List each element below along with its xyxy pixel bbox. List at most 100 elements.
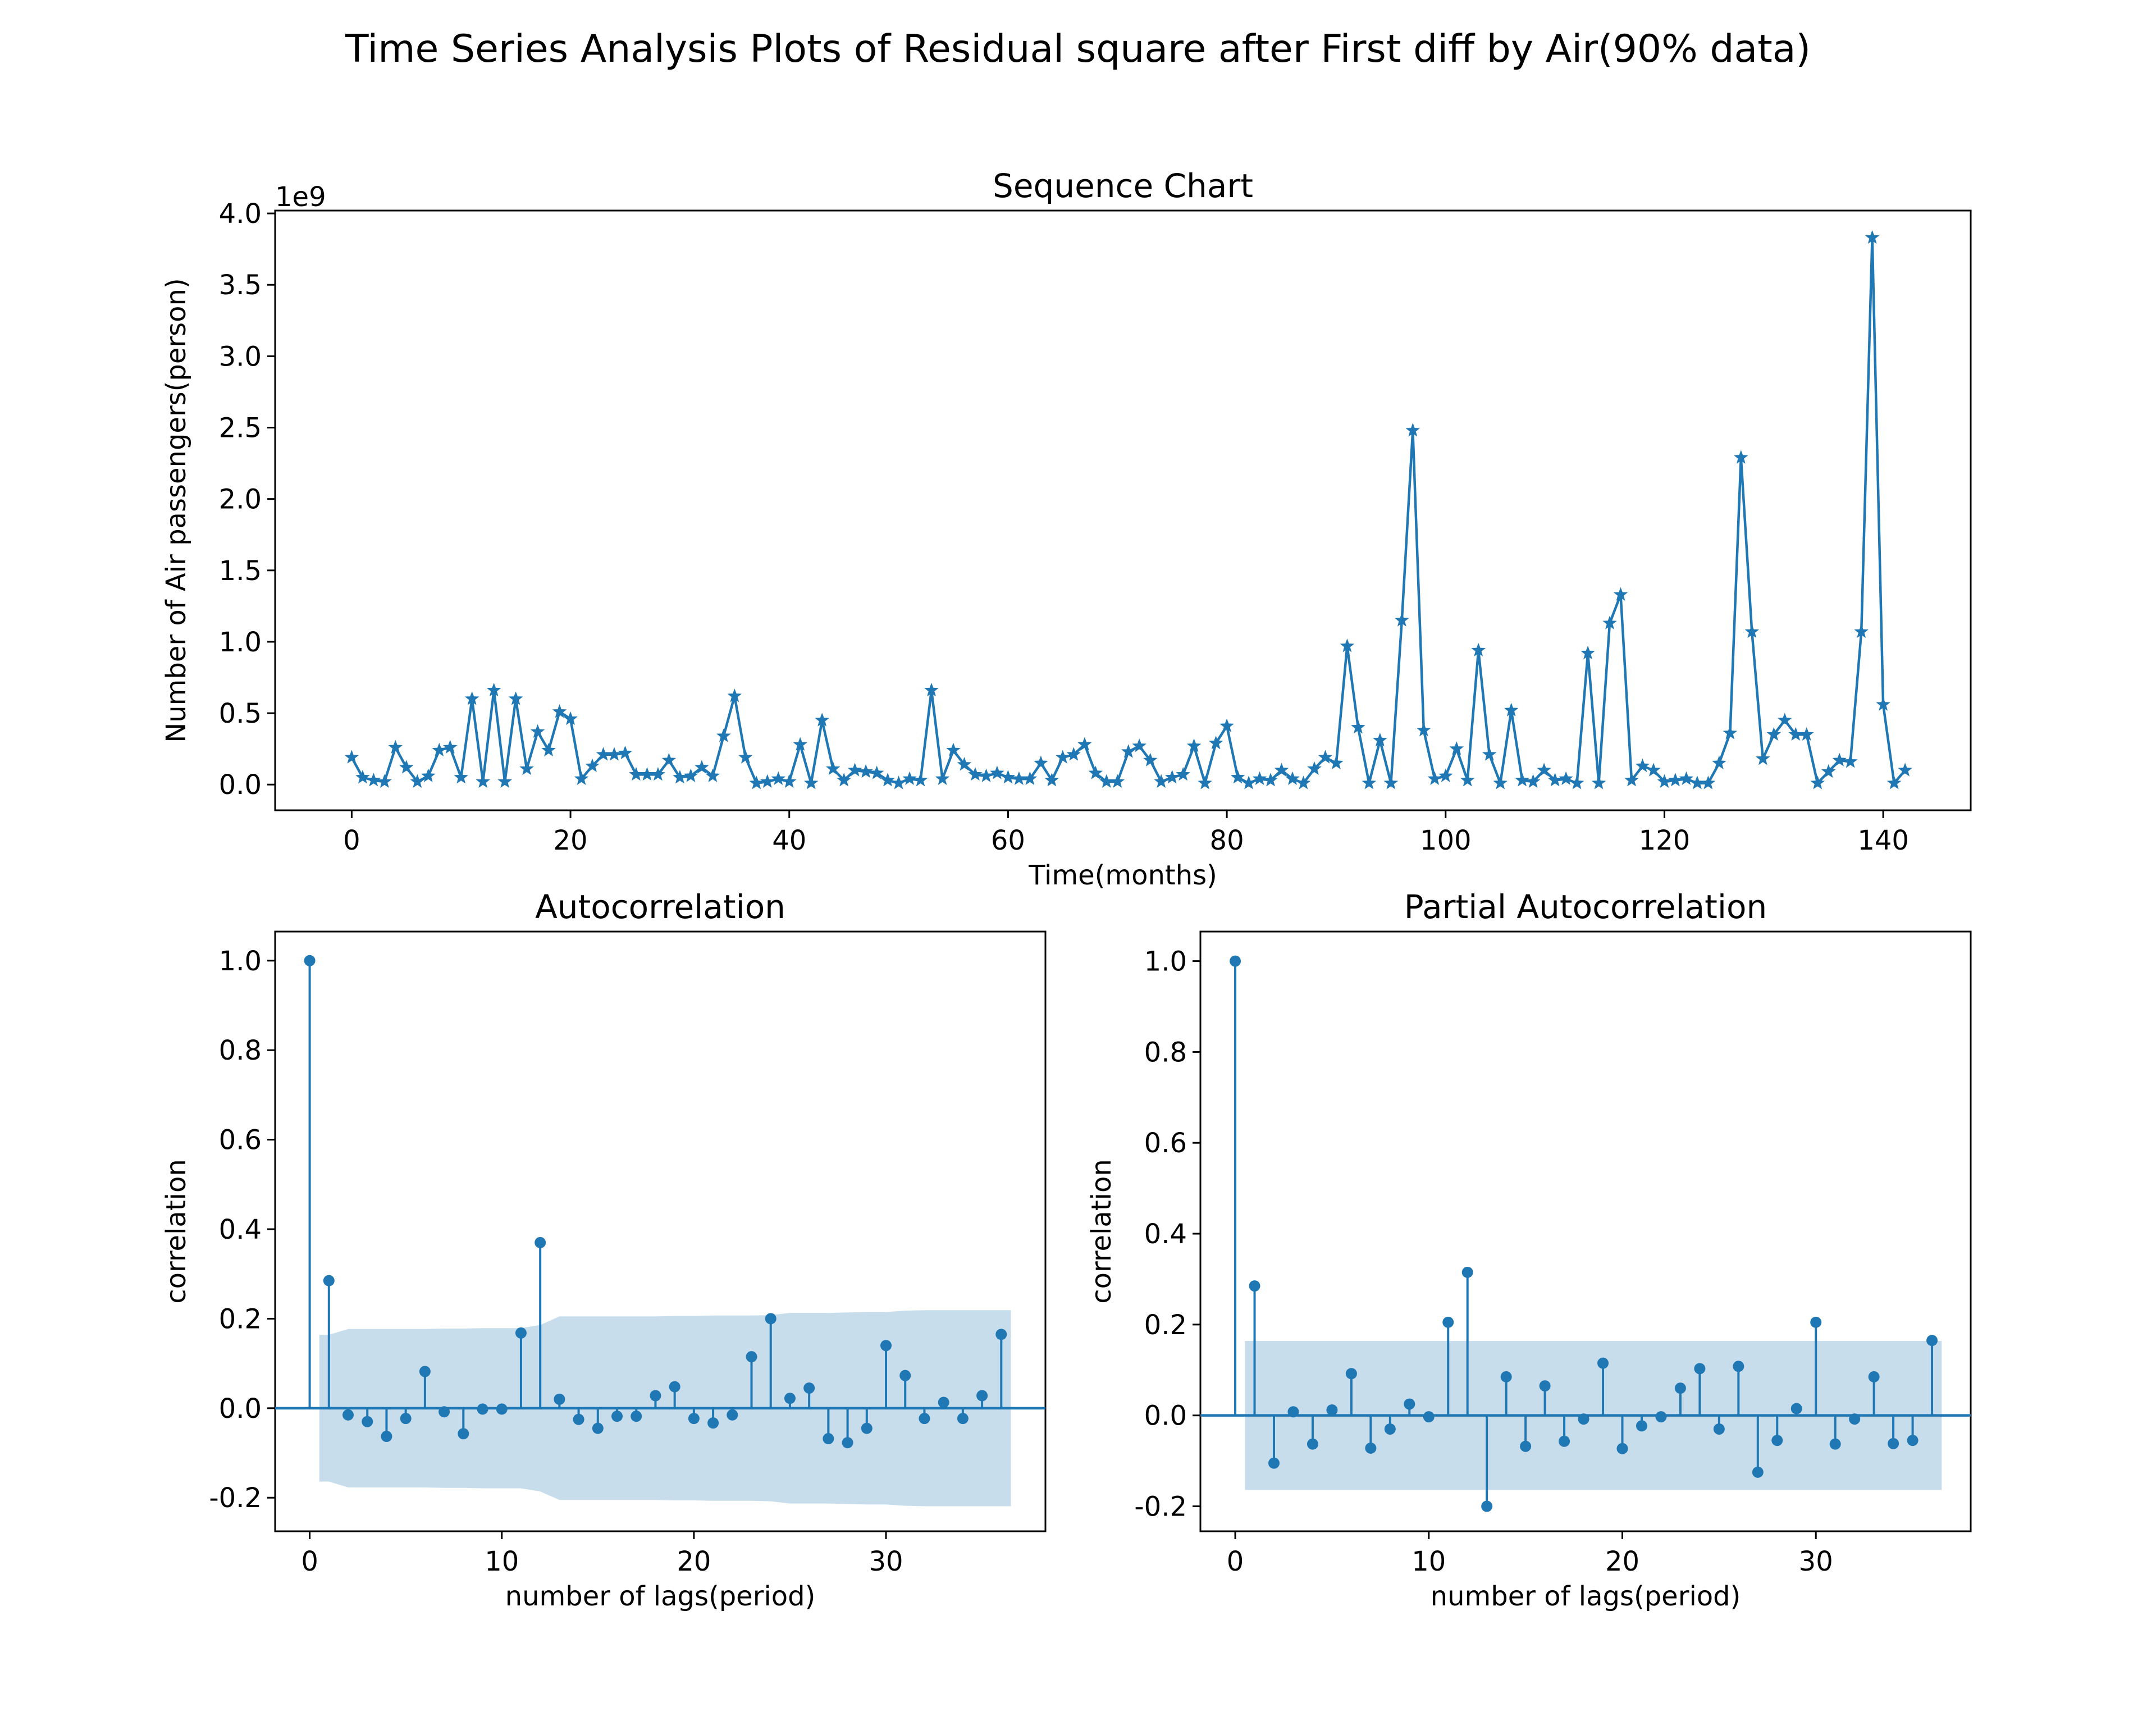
x-tick-label: 40 (772, 825, 806, 856)
data-point (1471, 642, 1486, 657)
stem-marker (1713, 1423, 1725, 1435)
y-tick-label: 1.0 (1144, 946, 1187, 978)
y-tick-label: 2.5 (219, 413, 262, 444)
stem-marker (1810, 1316, 1822, 1328)
stem-marker (880, 1340, 892, 1352)
stem-marker (1365, 1442, 1377, 1454)
data-point (432, 742, 447, 757)
data-point (1898, 763, 1912, 777)
data-point (552, 704, 567, 718)
data-point (1657, 774, 1672, 788)
data-point (1001, 770, 1016, 784)
data-point (803, 775, 819, 790)
stem-marker (1733, 1361, 1744, 1372)
data-point (891, 775, 906, 790)
data-point (902, 771, 917, 785)
data-point (1701, 775, 1716, 790)
y-tick-label: -0.2 (209, 1482, 262, 1514)
y-tick-label: 0.4 (219, 1214, 262, 1245)
y-tick-label: 4.0 (219, 198, 262, 230)
stem-marker (1868, 1371, 1880, 1382)
data-point (695, 760, 709, 774)
data-point (1044, 773, 1059, 787)
y-tick-label: 0.8 (219, 1035, 262, 1066)
data-point (1756, 751, 1770, 765)
data-point (1843, 754, 1858, 768)
x-tick-label: 60 (991, 825, 1025, 856)
data-point (1395, 613, 1409, 627)
data-point (1351, 720, 1365, 734)
data-point (946, 742, 961, 757)
stem-marker (304, 955, 316, 966)
stem-marker (515, 1327, 527, 1339)
stem-marker (573, 1413, 584, 1425)
data-point (454, 770, 468, 784)
data-point (1602, 615, 1617, 629)
data-point (574, 771, 589, 785)
stem-marker (650, 1390, 661, 1402)
stem-marker (842, 1437, 853, 1449)
stem-marker (458, 1428, 469, 1440)
stem-marker (1578, 1413, 1589, 1425)
data-point (913, 773, 928, 787)
x-axis-label: Time(months) (1028, 860, 1217, 891)
y-tick-label: 1.0 (219, 627, 262, 658)
stem-marker (611, 1411, 623, 1422)
data-point (990, 765, 1004, 779)
stem-marker (1423, 1411, 1435, 1423)
stem-marker (1907, 1435, 1919, 1446)
data-point (421, 768, 436, 782)
panel-title: Partial Autocorrelation (1404, 888, 1767, 926)
data-point (1712, 755, 1726, 769)
data-point (1525, 774, 1541, 788)
data-point (1296, 775, 1311, 790)
stem-marker (535, 1236, 546, 1248)
data-point (968, 766, 983, 781)
stem-marker (899, 1370, 911, 1381)
data-point (1077, 737, 1092, 751)
stem-marker (1655, 1411, 1667, 1423)
data-point (1274, 763, 1289, 777)
stem-marker (957, 1413, 969, 1425)
y-tick-label: 0.4 (1144, 1219, 1187, 1250)
stem-marker (1597, 1357, 1609, 1369)
data-point (1581, 645, 1595, 660)
data-point (476, 774, 490, 788)
data-point (519, 761, 534, 775)
data-point (1547, 773, 1563, 787)
data-point (1679, 771, 1694, 785)
x-tick-label: 10 (1412, 1546, 1446, 1577)
stem-marker (1752, 1466, 1764, 1478)
x-tick-label: 0 (301, 1546, 318, 1577)
stem-marker (1539, 1380, 1551, 1392)
x-tick-label: 10 (485, 1546, 519, 1577)
data-point (847, 763, 862, 777)
data-point (585, 758, 600, 773)
y-tick-label: 0.0 (219, 769, 262, 801)
data-point (1285, 771, 1300, 785)
data-point (1012, 771, 1026, 785)
data-point (1417, 723, 1431, 737)
data-point (1613, 587, 1628, 601)
stem-marker (419, 1366, 431, 1377)
data-point (1624, 773, 1639, 787)
data-point (1121, 744, 1136, 758)
x-tick-label: 120 (1639, 825, 1691, 856)
data-point (1734, 450, 1748, 464)
stem-marker (1888, 1438, 1899, 1449)
figure-title: Time Series Analysis Plots of Residual s… (345, 27, 1811, 71)
plot-frame (1199, 930, 1972, 1532)
data-point (1362, 775, 1377, 790)
data-point (399, 760, 414, 774)
data-point (1744, 624, 1760, 638)
stem-marker (477, 1403, 488, 1415)
data-point (651, 766, 665, 781)
x-tick-label: 80 (1210, 825, 1244, 856)
data-point (1307, 761, 1322, 775)
stem-marker (1345, 1368, 1357, 1380)
data-point (410, 774, 425, 788)
stem-marker (1559, 1435, 1570, 1447)
x-axis-label: number of lags(period) (505, 1581, 816, 1612)
data-point (1438, 768, 1453, 782)
